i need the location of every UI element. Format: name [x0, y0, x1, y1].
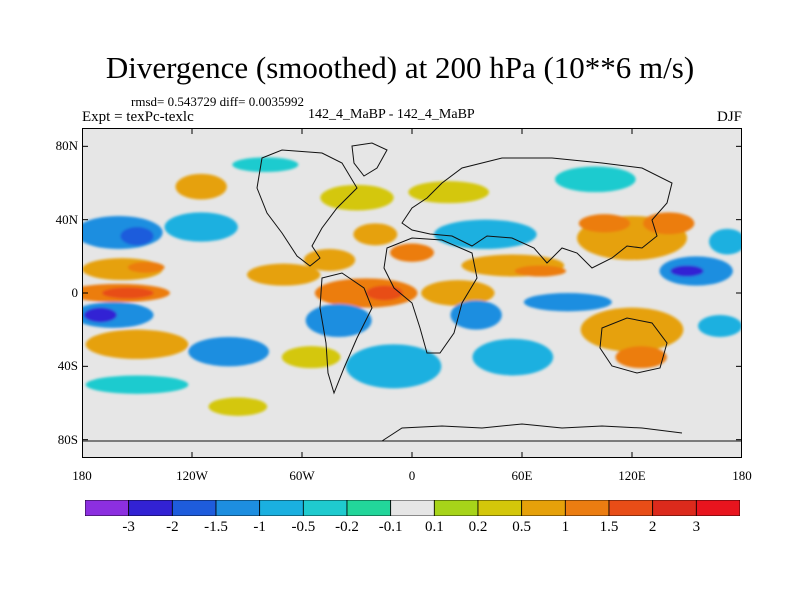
contour-patch: [555, 166, 636, 193]
contour-patch: [305, 304, 372, 337]
colorbar-label: -3: [122, 519, 135, 535]
colorbar-box: [652, 500, 697, 516]
contour-patch: [578, 214, 631, 233]
colorbar-label: -0.1: [378, 519, 403, 535]
contour-patch: [366, 285, 403, 301]
contour-patch: [120, 227, 154, 246]
contour-patch: [643, 212, 695, 235]
colorbar-label: -2: [166, 519, 179, 535]
colorbar-label: -0.2: [335, 519, 359, 535]
contour-patch: [698, 315, 742, 337]
contour-patch: [208, 397, 268, 416]
y-tick-label: 80S: [57, 431, 78, 447]
y-tick-label: 0: [71, 285, 79, 300]
x-tick-label: 180: [72, 468, 92, 483]
colorbar-label: -1: [253, 519, 266, 535]
contour-patch: [102, 287, 154, 299]
colorbar-box: [302, 500, 348, 516]
contour-patch: [434, 219, 537, 249]
colorbar-label: 0.1: [424, 519, 444, 535]
x-tick-label: 120W: [176, 468, 208, 483]
x-tick-label: 0: [408, 468, 416, 483]
colorbar-box: [521, 500, 566, 516]
contour-patch: [85, 329, 189, 359]
colorbar-label: 3: [692, 519, 701, 535]
x-tick-label: 60W: [289, 468, 315, 483]
colorbar-box: [477, 500, 523, 516]
colorbar: [85, 500, 740, 516]
colorbar-box: [128, 500, 173, 516]
y-tick-label: 40S: [57, 358, 78, 374]
contour-patch: [281, 346, 341, 369]
contour-patch: [175, 173, 227, 200]
contour-patch: [127, 261, 165, 273]
colorbar-box: [695, 500, 740, 516]
chart-title: Divergence (smoothed) at 200 hPa (10**6 …: [105, 50, 695, 85]
contour-patch: [320, 184, 394, 211]
colorbar-label: 2: [648, 519, 657, 535]
contour-patch: [247, 263, 321, 286]
contour-patch: [615, 346, 667, 369]
colorbar-box: [390, 500, 435, 516]
colorbar-box: [608, 500, 654, 516]
coastlines: [82, 142, 742, 442]
colorbar-box: [259, 500, 304, 516]
contour-patch: [85, 375, 189, 394]
contour-patch: [390, 243, 434, 262]
stats-label: rmsd= 0.543729 diff= 0.0035992: [131, 94, 304, 109]
contour-patch: [421, 280, 495, 306]
contour-patch: [232, 157, 299, 172]
x-tick-label: 60E: [511, 468, 533, 483]
x-tick-label: 180: [732, 468, 752, 483]
x-tick-label: 120E: [618, 468, 646, 483]
contour-patch: [346, 344, 442, 389]
contour-patch: [83, 307, 117, 323]
colorbar-box: [171, 500, 217, 516]
y-tick-label: 40N: [55, 211, 78, 227]
season-label: DJF: [716, 109, 742, 125]
contour-patch: [408, 181, 489, 204]
case-label: 142_4_MaBP - 142_4_MaBP: [308, 107, 475, 122]
contour-patch: [472, 338, 554, 376]
contour-patch: [670, 265, 704, 277]
colorbar-box: [346, 500, 392, 516]
contour-patch: [709, 228, 742, 255]
experiment-label: Expt = texPc-texlc: [82, 109, 194, 125]
contour-patch: [450, 300, 502, 330]
axis-ticks: [82, 128, 742, 458]
contour-patch: [164, 212, 238, 242]
colorbar-label: 0.5: [512, 519, 532, 535]
colorbar-box: [564, 500, 610, 516]
contour-patch: [514, 265, 566, 277]
contour-patch: [523, 293, 612, 312]
contour-patch: [353, 223, 398, 246]
colorbar-label: 1: [561, 519, 570, 535]
contour-fills: [82, 157, 742, 416]
colorbar-label: -1.5: [204, 519, 228, 535]
contour-patch: [188, 337, 269, 367]
y-tick-label: 80N: [55, 138, 78, 154]
contour-patch: [303, 249, 356, 271]
colorbar-label: 0.2: [468, 519, 488, 535]
divergence-map: [82, 128, 742, 458]
colorbar-box: [215, 500, 261, 516]
contour-patch: [580, 307, 684, 352]
colorbar-box: [433, 500, 479, 516]
colorbar-box: [85, 500, 130, 516]
colorbar-label: 1.5: [599, 519, 619, 535]
colorbar-label: -0.5: [291, 519, 316, 535]
